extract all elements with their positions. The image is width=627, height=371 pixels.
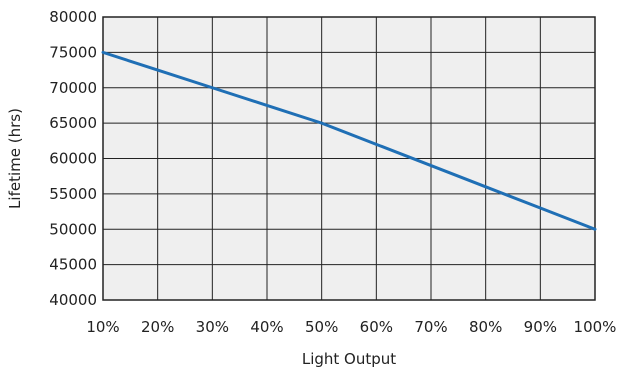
x-tick-label: 80% xyxy=(469,318,502,336)
y-axis-title: Lifetime (hrs) xyxy=(6,108,24,209)
x-axis-ticks: 10% 20% 30% 40% 50% 60% 70% 80% 90% 100% xyxy=(86,318,616,336)
x-tick-label: 90% xyxy=(524,318,557,336)
x-tick-label: 60% xyxy=(360,318,393,336)
y-tick-label: 45000 xyxy=(49,256,97,274)
x-tick-label: 50% xyxy=(305,318,338,336)
y-tick-label: 80000 xyxy=(49,8,97,26)
x-tick-label: 10% xyxy=(86,318,119,336)
x-axis-title: Light Output xyxy=(302,350,396,368)
x-tick-label: 70% xyxy=(414,318,447,336)
x-tick-label: 100% xyxy=(574,318,617,336)
plot-frame xyxy=(102,16,596,301)
series-layer xyxy=(101,50,597,231)
y-tick-label: 70000 xyxy=(49,79,97,97)
y-tick-label: 55000 xyxy=(49,185,97,203)
series-line xyxy=(101,50,597,231)
y-tick-label: 65000 xyxy=(49,114,97,132)
x-tick-label: 40% xyxy=(250,318,283,336)
x-tick-label: 20% xyxy=(141,318,174,336)
y-tick-label: 40000 xyxy=(49,291,97,309)
y-tick-label: 75000 xyxy=(49,43,97,61)
x-tick-label: 30% xyxy=(196,318,229,336)
y-axis-ticks: 40000 45000 50000 55000 60000 65000 70000 75000… xyxy=(49,8,97,309)
y-tick-label: 60000 xyxy=(49,150,97,168)
y-tick-label: 50000 xyxy=(49,220,97,238)
